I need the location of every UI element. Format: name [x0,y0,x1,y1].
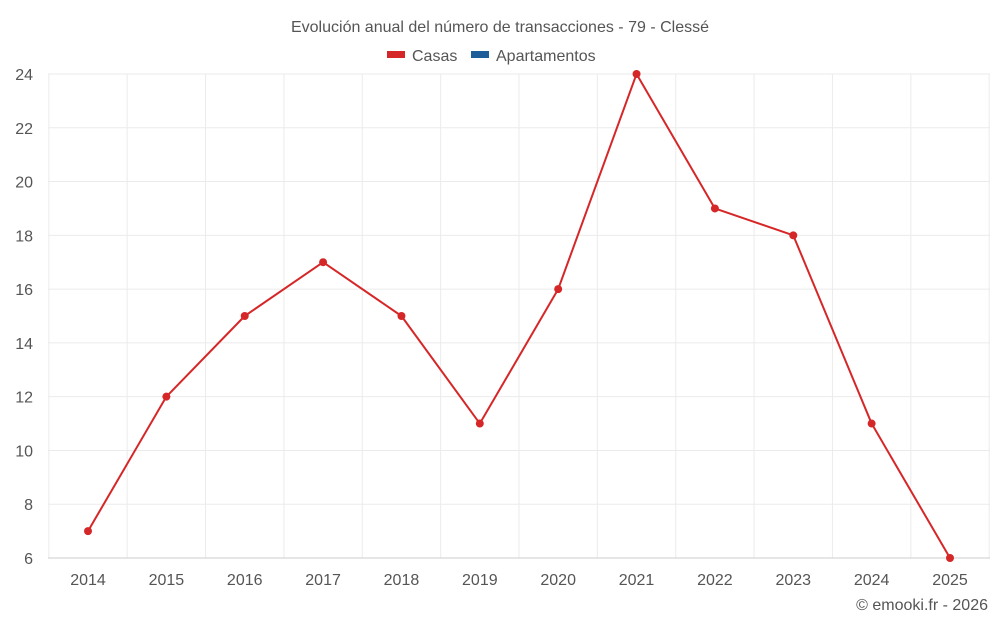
y-tick-label: 20 [15,175,33,192]
x-tick-label: 2017 [305,572,341,589]
x-tick-label: 2018 [384,572,420,589]
legend-swatch-apartamentos [471,51,489,58]
chart-credit[interactable]: © emooki.fr - 2026 [856,597,988,614]
y-tick-label: 6 [24,551,33,568]
data-point[interactable] [946,554,954,562]
x-tick-label: 2020 [540,572,576,589]
legend-swatch-casas [387,51,405,58]
y-tick-label: 24 [15,67,33,84]
data-point[interactable] [554,285,563,294]
x-tick-label: 2022 [697,572,733,589]
x-tick-label: 2019 [462,572,498,589]
data-point[interactable] [397,312,406,320]
legend-label-casas[interactable]: Casas [412,48,457,65]
data-point[interactable] [162,392,171,401]
data-point[interactable] [84,527,92,536]
y-tick-label: 22 [15,121,33,138]
y-axis-tick-labels: 6 8 10 12 14 16 18 20 22 24 [15,67,33,568]
chart-title: Evolución anual del número de transaccio… [291,19,709,36]
x-tick-label: 2021 [619,572,655,589]
y-tick-label: 12 [15,390,33,407]
data-point[interactable] [319,258,328,267]
data-point[interactable] [475,419,484,428]
x-tick-label: 2024 [854,572,890,589]
data-point[interactable] [789,231,798,240]
data-point[interactable] [867,419,876,428]
series-casas [84,70,954,562]
data-point[interactable] [240,312,249,320]
chart-legend: Casas Apartamentos [387,48,596,65]
data-point[interactable] [632,70,641,78]
x-axis-tick-labels: 2014 2015 2016 2017 2018 2019 2020 2021 2022 2023… [70,572,968,589]
x-gridlines [48,74,990,558]
y-tick-label: 8 [24,497,33,514]
data-point[interactable] [710,204,719,213]
y-tick-label: 10 [15,443,33,460]
x-tick-label: 2015 [149,572,185,589]
y-tick-label: 16 [15,282,33,299]
y-tick-label: 14 [15,336,33,353]
legend-label-apartamentos[interactable]: Apartamentos [496,48,596,65]
x-tick-label: 2016 [227,572,263,589]
x-tick-label: 2014 [70,572,106,589]
x-tick-label: 2023 [775,572,811,589]
x-tick-label: 2025 [932,572,968,589]
series-line-casas [87,73,951,559]
y-tick-label: 18 [15,228,33,245]
